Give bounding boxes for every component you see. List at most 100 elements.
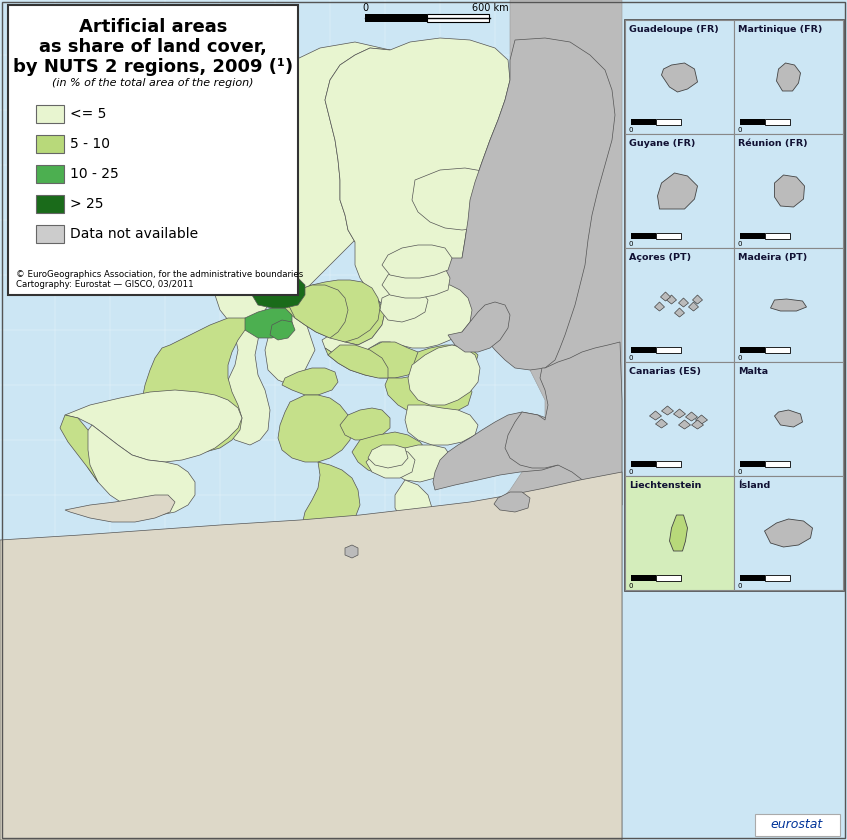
Bar bbox=[755, 814, 840, 836]
Text: Açores (PT): Açores (PT) bbox=[629, 253, 691, 262]
Text: as share of land cover,: as share of land cover, bbox=[39, 38, 267, 56]
Bar bbox=[765, 347, 790, 353]
Bar bbox=[734, 362, 843, 476]
Polygon shape bbox=[385, 445, 452, 482]
Bar bbox=[765, 575, 790, 581]
Polygon shape bbox=[673, 409, 685, 418]
Polygon shape bbox=[385, 375, 472, 415]
Text: Canarias (ES): Canarias (ES) bbox=[629, 367, 701, 376]
Polygon shape bbox=[322, 285, 472, 358]
Bar bbox=[656, 575, 681, 581]
Text: 0: 0 bbox=[628, 469, 634, 475]
Polygon shape bbox=[656, 419, 667, 428]
Text: Liechtenstein: Liechtenstein bbox=[629, 481, 701, 490]
Text: 0: 0 bbox=[738, 127, 742, 133]
Polygon shape bbox=[0, 505, 622, 840]
Bar bbox=[656, 119, 681, 125]
Polygon shape bbox=[285, 280, 380, 342]
Text: (in % of the total area of the region): (in % of the total area of the region) bbox=[53, 78, 254, 88]
Polygon shape bbox=[771, 299, 806, 311]
Bar bbox=[656, 233, 681, 239]
Polygon shape bbox=[65, 495, 175, 522]
Text: 0: 0 bbox=[738, 355, 742, 361]
Polygon shape bbox=[414, 345, 478, 375]
Text: <= 5: <= 5 bbox=[70, 107, 107, 121]
Text: 0: 0 bbox=[738, 583, 742, 589]
Bar bbox=[656, 347, 681, 353]
Polygon shape bbox=[325, 342, 425, 378]
Bar bbox=[625, 20, 734, 134]
Text: > 25: > 25 bbox=[70, 197, 103, 211]
Text: Artificial areas: Artificial areas bbox=[79, 18, 227, 36]
Text: 0: 0 bbox=[628, 241, 634, 247]
Text: 5 - 10: 5 - 10 bbox=[70, 137, 110, 151]
Text: © EuroGeographics Association, for the administrative boundaries
Cartography: Eu: © EuroGeographics Association, for the a… bbox=[16, 270, 303, 290]
Polygon shape bbox=[368, 445, 408, 468]
Bar bbox=[765, 461, 790, 467]
Polygon shape bbox=[695, 415, 707, 424]
Text: Réunion (FR): Réunion (FR) bbox=[738, 139, 808, 148]
Polygon shape bbox=[674, 308, 684, 317]
Polygon shape bbox=[382, 265, 450, 298]
Polygon shape bbox=[340, 408, 390, 440]
Polygon shape bbox=[252, 275, 305, 308]
Polygon shape bbox=[325, 48, 435, 242]
Polygon shape bbox=[669, 515, 688, 551]
Bar bbox=[740, 461, 765, 467]
Polygon shape bbox=[65, 390, 242, 462]
Text: Guadeloupe (FR): Guadeloupe (FR) bbox=[629, 25, 719, 34]
Polygon shape bbox=[345, 545, 358, 558]
Bar bbox=[734, 248, 843, 362]
Polygon shape bbox=[661, 292, 671, 301]
Bar bbox=[625, 134, 734, 248]
Polygon shape bbox=[0, 472, 622, 840]
Bar bbox=[625, 362, 734, 476]
Polygon shape bbox=[662, 406, 673, 415]
Polygon shape bbox=[270, 320, 295, 340]
Polygon shape bbox=[490, 0, 622, 535]
Bar bbox=[740, 575, 765, 581]
Polygon shape bbox=[689, 302, 699, 311]
Bar bbox=[631, 347, 656, 353]
Text: 600 km: 600 km bbox=[472, 3, 508, 13]
Polygon shape bbox=[240, 308, 292, 338]
Polygon shape bbox=[667, 295, 677, 304]
Polygon shape bbox=[60, 415, 98, 482]
Polygon shape bbox=[155, 230, 232, 290]
Bar bbox=[631, 119, 656, 125]
Bar bbox=[36, 165, 64, 183]
Polygon shape bbox=[302, 462, 360, 538]
Polygon shape bbox=[505, 342, 622, 505]
Bar bbox=[734, 476, 843, 590]
Bar bbox=[36, 225, 64, 243]
Bar bbox=[625, 20, 843, 590]
Polygon shape bbox=[330, 295, 385, 345]
Bar bbox=[427, 14, 489, 22]
Text: 0: 0 bbox=[628, 127, 634, 133]
Text: Data not available: Data not available bbox=[70, 227, 198, 241]
Text: 0: 0 bbox=[738, 241, 742, 247]
Polygon shape bbox=[395, 480, 432, 525]
Polygon shape bbox=[774, 175, 805, 207]
Text: 0: 0 bbox=[628, 355, 634, 361]
Text: Malta: Malta bbox=[738, 367, 768, 376]
Bar bbox=[36, 195, 64, 213]
Bar bbox=[656, 461, 681, 467]
Polygon shape bbox=[142, 318, 245, 452]
Polygon shape bbox=[278, 395, 352, 462]
Polygon shape bbox=[82, 425, 195, 515]
Polygon shape bbox=[352, 432, 428, 475]
Bar bbox=[765, 119, 790, 125]
Text: 0: 0 bbox=[628, 583, 634, 589]
Polygon shape bbox=[655, 302, 665, 311]
Bar bbox=[36, 105, 64, 123]
Bar bbox=[625, 248, 734, 362]
Polygon shape bbox=[445, 38, 615, 370]
Text: eurostat: eurostat bbox=[771, 818, 823, 832]
Polygon shape bbox=[412, 168, 510, 230]
Polygon shape bbox=[382, 245, 452, 278]
Polygon shape bbox=[215, 42, 425, 445]
Polygon shape bbox=[408, 345, 480, 405]
Polygon shape bbox=[448, 302, 510, 352]
Polygon shape bbox=[777, 63, 800, 91]
